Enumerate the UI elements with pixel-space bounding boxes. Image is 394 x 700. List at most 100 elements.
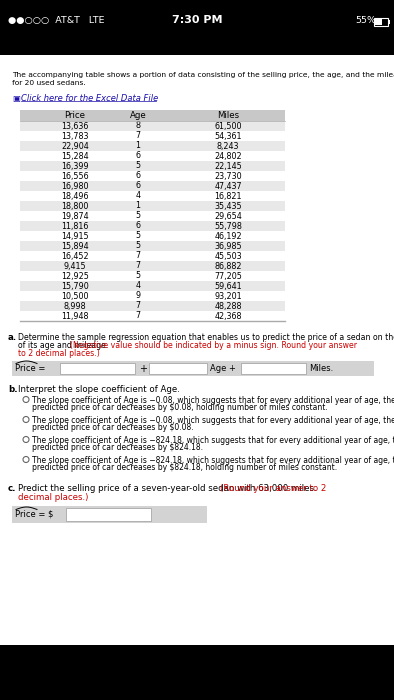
Text: for 20 used sedans.: for 20 used sedans. [12,80,86,86]
Text: predicted price of car decreases by $824.18.: predicted price of car decreases by $824… [32,444,203,452]
Bar [0,645,394,700]
Text: predicted price of car decreases by $824.18, holding number of miles constant.: predicted price of car decreases by $824… [32,463,337,473]
Text: 6: 6 [136,181,141,190]
Text: 11,948: 11,948 [61,312,89,321]
Text: 24,802: 24,802 [214,151,242,160]
Text: 6: 6 [136,221,141,230]
Bar [20,171,285,181]
Text: 46,192: 46,192 [214,232,242,241]
Text: 16,821: 16,821 [214,192,242,200]
Text: 59,641: 59,641 [214,281,242,290]
Bar [388,20,390,24]
Text: 4: 4 [136,192,141,200]
Text: Interpret the slope coefficient of Age.: Interpret the slope coefficient of Age. [18,385,180,394]
Text: 7: 7 [136,302,141,311]
Text: 6: 6 [136,151,141,160]
Text: (Negative value should be indicated by a minus sign. Round your answer: (Negative value should be indicated by a… [70,341,357,350]
Bar [20,271,285,281]
Text: 36,985: 36,985 [214,241,242,251]
Text: 5: 5 [136,162,141,171]
Text: Determine the sample regression equation that enables us to predict the price of: Determine the sample regression equation… [18,333,394,342]
Bar [20,281,285,291]
Bar [12,506,207,523]
Text: 7: 7 [136,312,141,321]
Text: 14,915: 14,915 [61,232,89,241]
Text: 15,284: 15,284 [61,151,89,160]
Text: 8: 8 [136,122,141,130]
Text: The slope coefficient of Age is −824.18, which suggests that for every additiona: The slope coefficient of Age is −824.18,… [32,456,394,465]
Text: 22,145: 22,145 [214,162,242,171]
Text: 6: 6 [136,172,141,181]
Text: 55,798: 55,798 [214,221,242,230]
Bar [20,201,285,211]
Text: The slope coefficient of Age is −0.08, which suggests that for every additional : The slope coefficient of Age is −0.08, w… [32,396,394,405]
Bar [241,363,306,374]
Text: predicted price of car decreases by $0.08.: predicted price of car decreases by $0.0… [32,424,193,433]
Text: 5: 5 [136,232,141,241]
Text: decimal places.): decimal places.) [18,493,88,502]
Text: c.: c. [8,484,17,493]
Text: 18,496: 18,496 [61,192,89,200]
Text: 13,783: 13,783 [61,132,89,141]
Text: Miles.: Miles. [309,364,333,373]
Bar [20,211,285,221]
Bar [20,231,285,241]
Text: 22,904: 22,904 [61,141,89,150]
Text: The slope coefficient of Age is −824.18, which suggests that for every additiona: The slope coefficient of Age is −824.18,… [32,436,394,445]
Text: to 2 decimal places.): to 2 decimal places.) [18,349,100,358]
Text: 1: 1 [136,141,141,150]
Text: 8,243: 8,243 [217,141,239,150]
Text: 13,636: 13,636 [61,122,89,130]
Text: 15,790: 15,790 [61,281,89,290]
Bar [20,131,285,141]
Text: 12,925: 12,925 [61,272,89,281]
Text: Age +: Age + [210,364,236,373]
Bar [20,311,285,321]
Text: +: + [139,363,147,374]
Bar [66,508,151,521]
Text: 7:30 PM: 7:30 PM [172,15,222,25]
Bar [20,141,285,151]
Text: predicted price of car decreases by $0.08, holding number of miles constant.: predicted price of car decreases by $0.0… [32,403,328,412]
Text: 7: 7 [136,262,141,270]
Text: Predict the selling price of a seven-year-old sedan with 63,000 miles.: Predict the selling price of a seven-yea… [18,484,320,493]
Bar [20,261,285,271]
Text: 29,654: 29,654 [214,211,242,220]
Text: 11,816: 11,816 [61,221,89,230]
Bar [60,363,135,374]
Text: 23,730: 23,730 [214,172,242,181]
Text: Price = $: Price = $ [15,510,53,519]
Bar [0,55,394,645]
Bar [20,251,285,261]
Text: 45,503: 45,503 [214,251,242,260]
Bar [0,0,394,55]
Bar [20,121,285,131]
Text: Price: Price [65,111,85,120]
Text: (Round your answer to 2: (Round your answer to 2 [220,484,326,493]
Bar [20,291,285,301]
Text: Click here for the Excel Data File: Click here for the Excel Data File [21,94,158,103]
Text: 86,882: 86,882 [214,262,242,270]
Text: 5: 5 [136,241,141,251]
Text: 5: 5 [136,211,141,220]
Text: Age: Age [130,111,147,120]
Bar [12,361,374,376]
Bar [20,241,285,251]
Text: 16,452: 16,452 [61,251,89,260]
Bar [20,221,285,231]
Bar [20,301,285,311]
Text: ●●○○○  AT&T   LTE: ●●○○○ AT&T LTE [8,16,104,25]
Text: 10,500: 10,500 [61,291,89,300]
Text: 16,556: 16,556 [61,172,89,181]
Text: 48,288: 48,288 [214,302,242,311]
Text: 16,980: 16,980 [61,181,89,190]
Text: of its age and mileage.: of its age and mileage. [18,341,111,350]
Text: 8,998: 8,998 [64,302,86,311]
Text: 55%: 55% [355,16,376,25]
Text: 16,399: 16,399 [61,162,89,171]
Text: The accompanying table shows a portion of data consisting of the selling price, : The accompanying table shows a portion o… [12,72,394,78]
Text: 61,500: 61,500 [214,122,242,130]
Text: 42,368: 42,368 [214,312,242,321]
Text: 47,437: 47,437 [214,181,242,190]
Text: Miles: Miles [217,111,239,120]
